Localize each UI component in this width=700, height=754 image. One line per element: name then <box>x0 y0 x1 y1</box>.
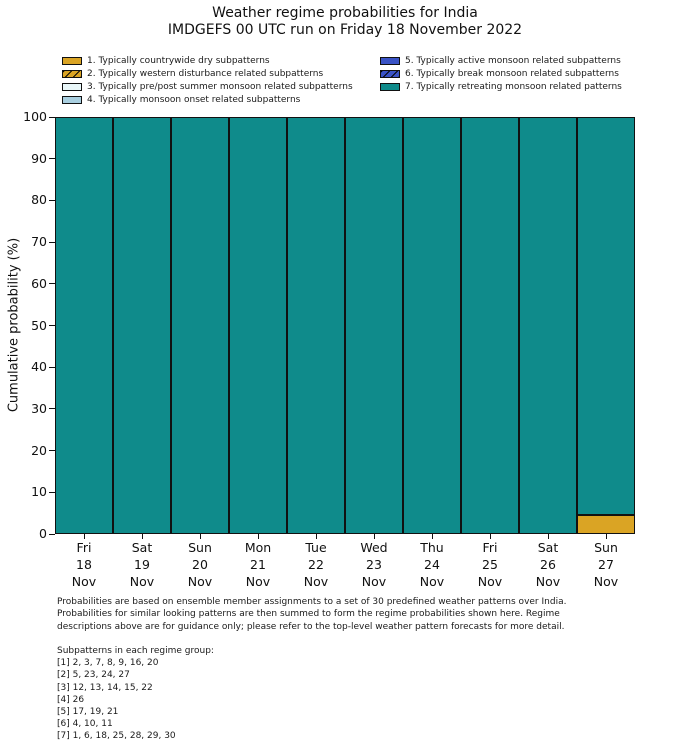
y-tick-mark <box>49 366 55 368</box>
subpattern-line: [6] 4, 10, 11 <box>57 719 113 730</box>
legend-item: 2. Typically western disturbance related… <box>62 69 323 79</box>
chart-title: Weather regime probabilities for India <box>212 5 478 21</box>
bar-segment <box>577 515 635 534</box>
subpattern-line: [5] 17, 19, 21 <box>57 707 119 718</box>
x-tick-label: Sun 27 Nov <box>593 540 619 589</box>
y-tick-mark <box>49 158 55 160</box>
x-tick-label: Sat 19 Nov <box>129 540 155 589</box>
legend-item-label: 5. Typically active monsoon related subp… <box>405 56 621 66</box>
y-tick-mark <box>49 199 55 201</box>
x-tick-label: Mon 21 Nov <box>244 540 272 589</box>
bar-segment <box>55 117 113 534</box>
bar-segment <box>287 117 345 534</box>
y-tick-label: 60 <box>31 275 47 291</box>
legend-swatch-icon <box>380 83 400 91</box>
y-tick-label: 0 <box>39 526 47 541</box>
legend-item: 7. Typically retreating monsoon related … <box>380 82 622 92</box>
legend-swatch-icon <box>380 57 400 65</box>
x-tick-mark <box>373 534 375 539</box>
x-tick-mark <box>489 534 491 539</box>
footnote-text: Probabilities are based on ensemble memb… <box>57 597 567 632</box>
y-tick-mark <box>49 283 55 285</box>
legend-swatch-icon <box>62 70 82 78</box>
x-tick-label: Sat 26 Nov <box>535 540 561 589</box>
legend-item-label: 2. Typically western disturbance related… <box>87 69 324 79</box>
x-tick-label: Fri 18 Nov <box>71 540 97 589</box>
y-tick-label: 80 <box>31 192 47 208</box>
y-tick-label: 50 <box>31 317 47 333</box>
y-tick-label: 90 <box>31 150 47 166</box>
y-tick-label: 70 <box>31 234 47 250</box>
subpattern-line: [4] 26 <box>57 694 85 705</box>
x-tick-mark <box>257 534 259 539</box>
legend-item: 6. Typically break monsoon related subpa… <box>380 69 619 79</box>
y-tick-label: 30 <box>31 400 47 416</box>
y-tick-mark <box>49 408 55 410</box>
bar-segment <box>113 117 171 534</box>
legend-item: 1. Typically countrywide dry subpatterns <box>62 56 270 66</box>
y-tick-mark <box>49 116 55 118</box>
x-tick-label: Fri 25 Nov <box>477 540 503 589</box>
x-tick-mark <box>83 534 85 539</box>
x-tick-mark <box>141 534 143 539</box>
bar-segment <box>229 117 287 534</box>
y-tick-mark <box>49 450 55 452</box>
subpatterns-block: Subpatterns in each regime group: [1] 2,… <box>57 645 457 743</box>
x-tick-mark <box>431 534 433 539</box>
bar-segment <box>345 117 403 534</box>
legend-item: 5. Typically active monsoon related subp… <box>380 56 621 66</box>
chart-subtitle: IMDGEFS 00 UTC run on Friday 18 November… <box>167 22 523 38</box>
x-tick-label: Wed 23 Nov <box>360 540 388 589</box>
legend-swatch-icon <box>380 70 400 78</box>
legend-swatch-icon <box>62 83 82 91</box>
y-tick-mark <box>49 533 55 535</box>
legend-item-label: 6. Typically break monsoon related subpa… <box>405 69 619 79</box>
y-tick-mark <box>49 491 55 493</box>
x-tick-label: Sun 20 Nov <box>187 540 213 589</box>
bar-segment <box>519 117 577 534</box>
subpatterns-list: [1] 2, 3, 7, 8, 9, 16, 20 [2] 5, 23, 24, … <box>57 657 457 742</box>
subpattern-line: [1] 2, 3, 7, 8, 9, 16, 20 <box>57 658 159 669</box>
x-tick-mark <box>605 534 607 539</box>
y-tick-mark <box>49 241 55 243</box>
bar-segment <box>461 117 519 534</box>
y-tick-label: 40 <box>31 359 47 375</box>
legend-swatch-icon <box>62 57 82 65</box>
x-tick-mark <box>315 534 317 539</box>
subpatterns-heading: Subpatterns in each regime group: <box>57 646 214 656</box>
y-tick-mark <box>49 325 55 326</box>
legend-swatch-icon <box>62 96 82 104</box>
x-tick-mark <box>547 534 549 539</box>
legend-item-label: 7. Typically retreating monsoon related … <box>405 82 622 92</box>
legend-item-label: 1. Typically countrywide dry subpatterns <box>87 56 270 66</box>
subpattern-line: [3] 12, 13, 14, 15, 22 <box>57 682 153 693</box>
legend-item-label: 3. Typically pre/post summer monsoon rel… <box>87 82 353 92</box>
subpattern-line: [7] 1, 6, 18, 25, 28, 29, 30 <box>57 731 176 742</box>
bar-segment <box>171 117 229 534</box>
x-tick-mark <box>199 534 201 539</box>
plot-area <box>55 117 635 534</box>
subpattern-line: [2] 5, 23, 24, 27 <box>57 670 130 681</box>
bar-segment <box>403 117 461 534</box>
legend-item-label: 4. Typically monsoon onset related subpa… <box>87 95 301 105</box>
x-tick-label: Thu 24 Nov <box>419 540 445 589</box>
legend-item: 3. Typically pre/post summer monsoon rel… <box>62 82 353 92</box>
x-tick-label: Tue 22 Nov <box>303 540 329 589</box>
bar-segment <box>577 117 635 516</box>
legend-item: 4. Typically monsoon onset related subpa… <box>62 95 300 105</box>
y-tick-label: 10 <box>31 484 47 500</box>
y-tick-label: 20 <box>31 442 47 458</box>
y-tick-label: 100 <box>23 109 47 124</box>
